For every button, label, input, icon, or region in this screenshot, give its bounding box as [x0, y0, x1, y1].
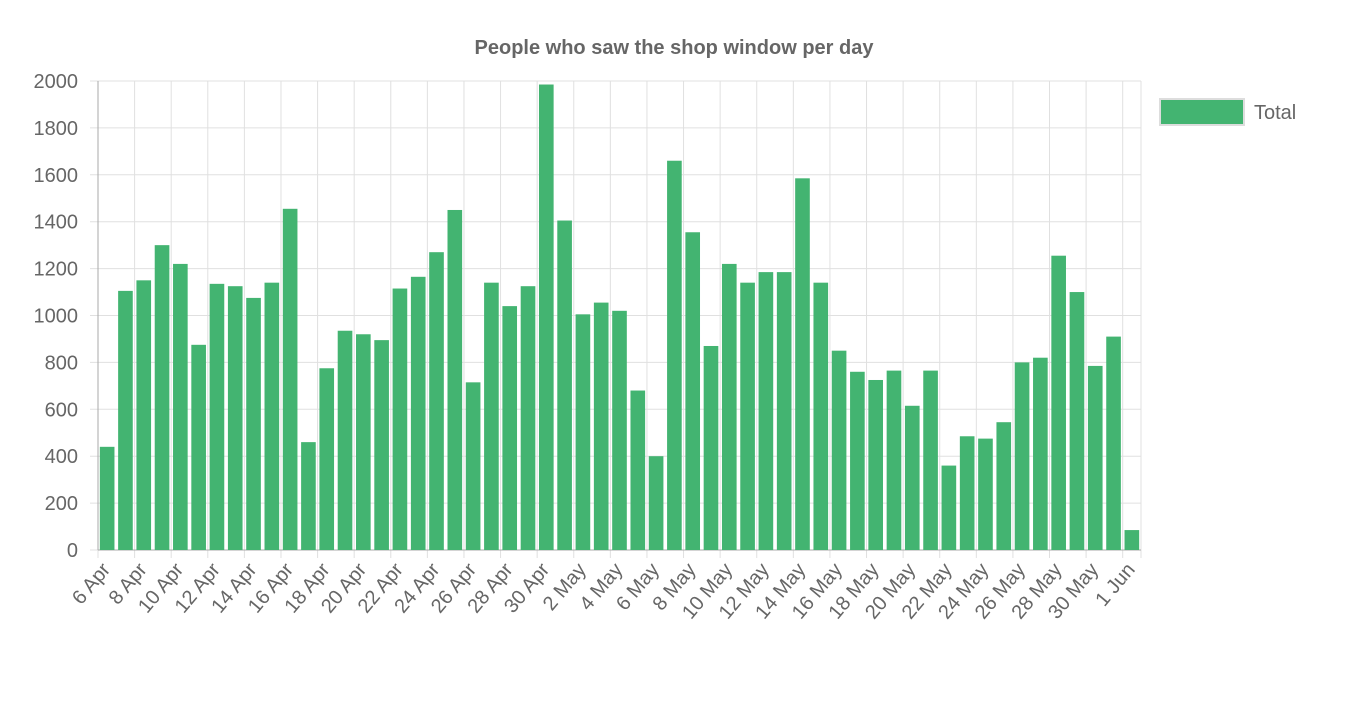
bar — [264, 282, 280, 550]
bar — [209, 283, 225, 550]
bar — [392, 288, 408, 550]
x-tick-label: 6 Apr — [68, 559, 115, 609]
bar — [904, 405, 920, 550]
y-tick-label: 400 — [45, 446, 78, 468]
bar — [959, 436, 975, 550]
bar — [612, 310, 627, 550]
bar — [1106, 336, 1121, 550]
bar — [868, 379, 883, 550]
bar — [740, 282, 755, 550]
bar — [685, 232, 701, 550]
bar — [1124, 530, 1140, 550]
bar — [978, 438, 993, 550]
y-tick-label: 2000 — [34, 71, 79, 93]
bar — [923, 370, 938, 550]
bar — [447, 209, 463, 550]
bar — [575, 314, 591, 550]
bar — [1069, 292, 1085, 550]
bar — [758, 272, 774, 550]
bar — [301, 442, 316, 550]
y-tick-label: 600 — [45, 399, 78, 421]
y-tick-label: 1000 — [34, 306, 79, 328]
bar — [776, 272, 792, 550]
bar — [484, 282, 499, 550]
bar — [721, 263, 737, 550]
bar — [246, 297, 261, 550]
bar — [648, 456, 664, 550]
chart-title: People who saw the shop window per day — [475, 37, 875, 59]
bar — [374, 340, 389, 550]
x-tick-label: 1 Jun — [1091, 559, 1139, 611]
bar — [99, 446, 115, 550]
y-tick-label: 1200 — [34, 259, 79, 281]
bar — [703, 345, 719, 550]
bar — [319, 368, 335, 550]
bar — [795, 178, 810, 550]
bar — [282, 208, 298, 551]
bar — [538, 84, 554, 550]
legend-swatch — [1159, 98, 1245, 126]
bar — [191, 344, 206, 550]
bar — [429, 252, 444, 550]
y-tick-label: 0 — [67, 540, 78, 562]
bar — [118, 290, 133, 550]
bar — [356, 334, 371, 550]
bar — [886, 370, 902, 550]
bar — [557, 220, 572, 550]
bar — [154, 245, 170, 550]
bar — [136, 280, 152, 550]
bar — [593, 302, 609, 550]
y-tick-label: 1800 — [34, 118, 79, 140]
bar — [1087, 365, 1103, 550]
bar — [1033, 357, 1048, 550]
bar — [667, 160, 682, 551]
y-tick-label: 1600 — [34, 165, 79, 187]
bar — [410, 276, 426, 550]
bar — [941, 465, 957, 550]
bar — [850, 371, 865, 550]
bar — [831, 350, 847, 550]
bar — [227, 286, 243, 550]
bar — [996, 422, 1012, 550]
legend-label: Total — [1254, 102, 1296, 124]
y-tick-label: 1400 — [34, 212, 79, 234]
bar — [337, 330, 353, 550]
bar — [502, 306, 518, 550]
bar — [465, 382, 481, 550]
bar — [813, 282, 829, 550]
y-tick-label: 200 — [45, 493, 78, 515]
bar — [630, 390, 646, 550]
bar — [1014, 362, 1030, 550]
bar — [520, 286, 536, 550]
bar — [1051, 255, 1066, 550]
y-tick-label: 800 — [45, 352, 78, 374]
bar — [173, 263, 188, 550]
